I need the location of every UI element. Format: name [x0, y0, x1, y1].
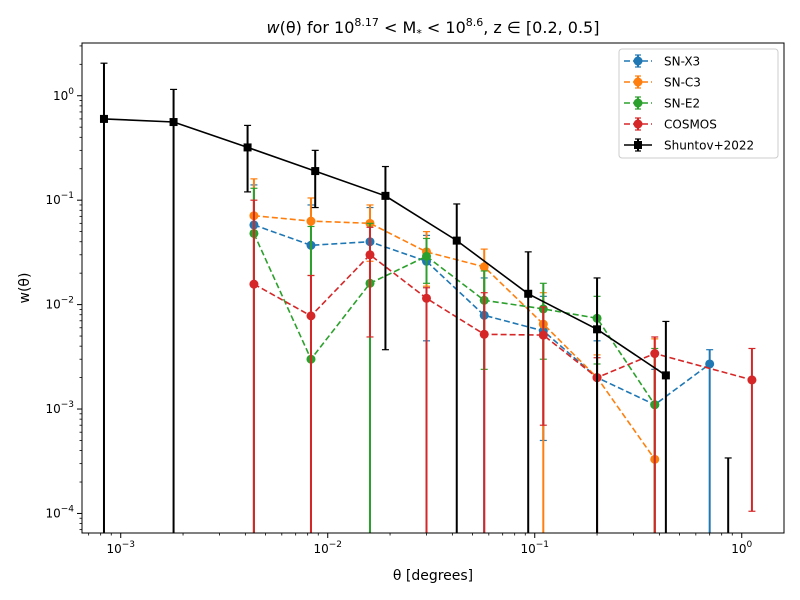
data-point — [422, 293, 432, 303]
series-cosmos — [249, 199, 757, 533]
y-axis-label: w(θ) — [17, 273, 33, 304]
data-point — [422, 251, 432, 261]
legend-box — [618, 48, 779, 159]
legend-marker — [633, 56, 643, 66]
series-line — [253, 214, 656, 460]
data-point — [452, 236, 461, 245]
series-shuntov-2022 — [99, 62, 732, 533]
data-point — [650, 349, 660, 359]
legend-marker — [633, 119, 643, 129]
data-point — [306, 216, 316, 226]
data-point — [169, 118, 178, 127]
data-point — [705, 359, 715, 369]
legend-entry: SN-E2 — [624, 96, 700, 111]
y-tick-label: 10−2 — [45, 296, 74, 312]
x-axis-ticks: 10−3 10−2 10−1 100 — [88, 533, 753, 556]
y-tick-label: 10−4 — [45, 504, 74, 520]
data-point — [381, 191, 390, 200]
legend-label: SN-X3 — [664, 55, 700, 69]
data-point — [661, 371, 670, 380]
legend-label: Shuntov+2022 — [664, 139, 754, 153]
x-tick-label: 10−2 — [313, 540, 342, 556]
y-tick-label: 100 — [53, 87, 74, 103]
plot-frame — [81, 42, 785, 534]
data-point — [479, 329, 489, 339]
x-axis-label: θ [degrees] — [393, 568, 473, 584]
legend: SN-X3 SN-C3 SN-E2 COSMOS Shuntov+2022 — [618, 48, 779, 159]
data-point — [479, 262, 489, 272]
y-tick-label: 10−3 — [45, 400, 74, 416]
y-tick-label: 10−1 — [45, 191, 74, 207]
x-tick-label: 10−3 — [106, 540, 135, 556]
data-point — [311, 167, 320, 176]
y-axis-ticks: 10−4 10−3 10−2 10−1 100 — [45, 45, 82, 531]
data-point — [306, 311, 316, 321]
data-point — [243, 143, 252, 152]
series-line — [253, 233, 656, 406]
legend-entry: COSMOS — [624, 117, 717, 132]
legend-marker — [633, 98, 643, 108]
legend-entry: SN-X3 — [624, 54, 700, 69]
legend-entry: Shuntov+2022 — [624, 138, 754, 153]
x-tick-label: 10−1 — [520, 540, 549, 556]
data-point — [365, 250, 375, 260]
data-point — [249, 279, 259, 289]
legend-label: COSMOS — [664, 118, 717, 132]
legend-label: SN-C3 — [664, 76, 701, 90]
series-line — [253, 224, 711, 406]
series-layer — [99, 62, 757, 533]
legend-label: SN-E2 — [664, 97, 700, 111]
data-point — [524, 289, 533, 298]
legend-marker — [633, 77, 643, 87]
legend-marker — [634, 141, 642, 149]
data-point — [747, 375, 757, 385]
chart-title: w(θ) for 108.17 < M* < 108.6, z ∈ [0.2, … — [267, 16, 600, 40]
legend-entry: SN-C3 — [624, 75, 701, 90]
data-point — [538, 330, 548, 340]
data-point — [99, 114, 108, 123]
data-point — [593, 325, 602, 334]
x-tick-label: 100 — [731, 540, 752, 556]
